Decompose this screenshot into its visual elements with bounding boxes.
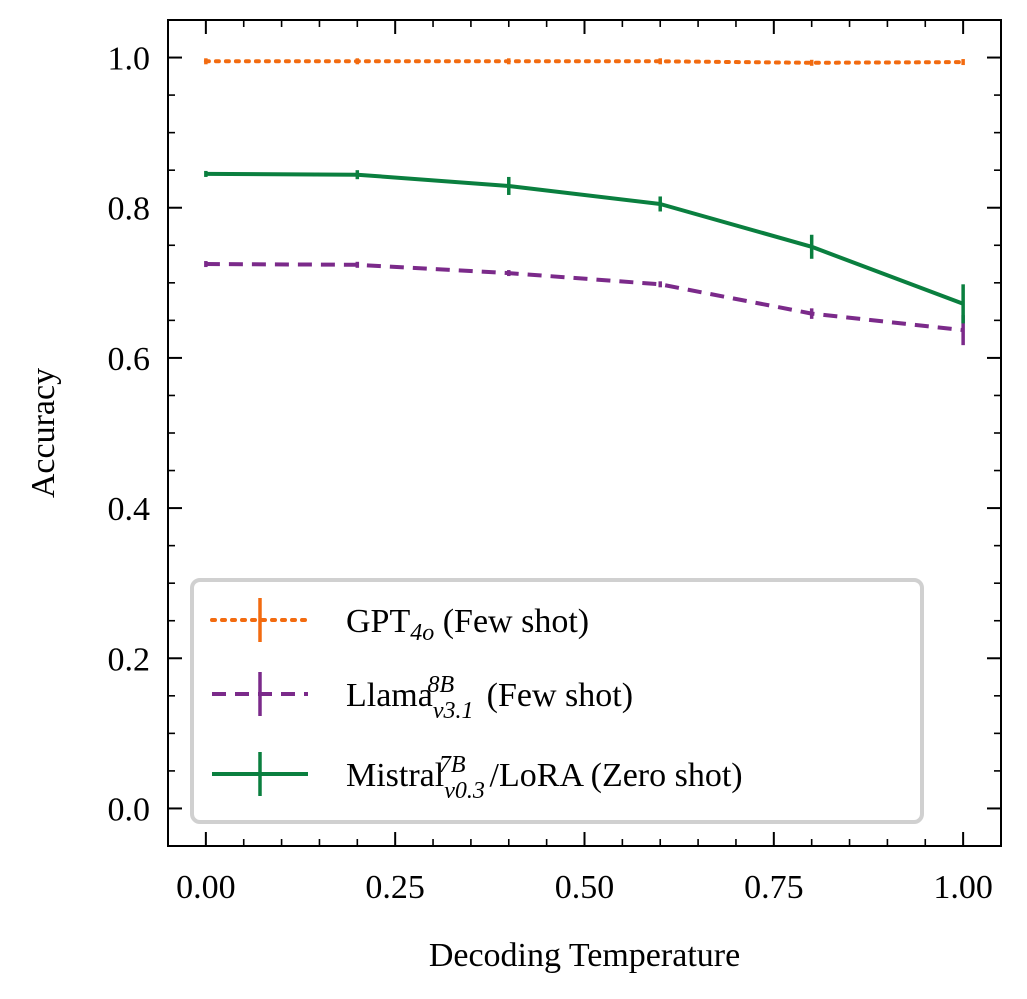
- legend-entry: Llamav3.18B (Few shot): [212, 672, 633, 724]
- x-tick-label: 0.25: [365, 869, 425, 906]
- tick-labels: 0.00 0.25 0.50 0.75 1.00 0.0 0.2 0.4 0.6 0.8 1.0: [108, 41, 993, 906]
- y-tick-label: 1.0: [108, 41, 151, 78]
- x-tick-label: 0.00: [176, 869, 236, 906]
- legend-label: GPT4o (Few shot): [346, 603, 589, 646]
- legend: GPT4o (Few shot) Llamav3.18B (Few shot) Mi…: [190, 578, 924, 824]
- y-tick-label: 0.4: [108, 491, 151, 528]
- series-line: [203, 59, 966, 65]
- plot-frame: [167, 19, 1002, 847]
- series-line: [205, 171, 964, 306]
- x-tick-label: 1.00: [933, 869, 993, 906]
- x-tick-label: 0.50: [555, 869, 615, 906]
- series-mistral: [204, 170, 965, 324]
- series-gpt: [203, 58, 966, 66]
- y-tick-label: 0.8: [108, 191, 151, 228]
- plot-series: [203, 58, 966, 346]
- y-tick-label: 0.2: [108, 641, 151, 678]
- series-llama: [204, 261, 965, 346]
- series-line: [205, 262, 964, 333]
- y-tick-label: 0.0: [108, 791, 151, 828]
- y-axis-label: Accuracy: [25, 368, 62, 498]
- legend-entry: Mistralv0.37B/LoRA (Zero shot): [212, 752, 743, 804]
- y-tick-label: 0.6: [108, 341, 151, 378]
- legend-label: Mistralv0.37B/LoRA (Zero shot): [346, 752, 743, 804]
- x-tick-label: 0.75: [744, 869, 804, 906]
- legend-entry: GPT4o (Few shot): [210, 598, 589, 646]
- axis-ticks: [168, 19, 1001, 847]
- legend-label: Llamav3.18B (Few shot): [346, 672, 633, 724]
- x-axis-label: Decoding Temperature: [429, 937, 740, 974]
- legend-frame: [190, 578, 924, 824]
